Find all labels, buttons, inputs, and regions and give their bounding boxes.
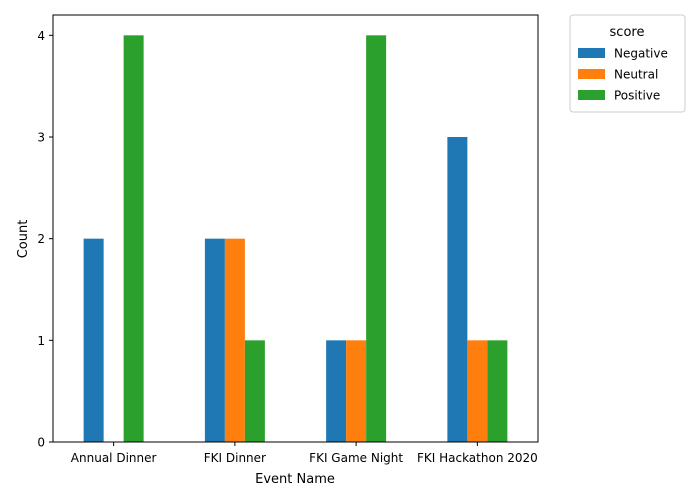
bar-negative-1 bbox=[204, 238, 225, 442]
legend-frame bbox=[569, 14, 686, 113]
legend-swatch-negative bbox=[578, 48, 605, 58]
y-tick-label: 2 bbox=[37, 232, 45, 246]
bar-neutral-2 bbox=[346, 340, 367, 442]
y-tick-label: 1 bbox=[37, 334, 45, 348]
legend-label-negative: Negative bbox=[614, 47, 668, 61]
legend-title: score bbox=[610, 25, 645, 40]
bar-negative-3 bbox=[447, 137, 468, 442]
bar-positive-0 bbox=[123, 35, 144, 442]
legend-label-positive: Positive bbox=[614, 89, 660, 103]
axes-layer: 0 1 2 3 4 Annual Dinner FKI Dinner FKI Game Nig… bbox=[37, 14, 539, 465]
plot-frame bbox=[52, 14, 539, 443]
x-tick-label: FKI Dinner bbox=[204, 451, 266, 465]
legend-swatch-positive bbox=[578, 90, 605, 100]
bars-layer bbox=[83, 35, 508, 442]
y-axis-label: Count bbox=[16, 220, 31, 259]
legend: score Negative Neutral Positive bbox=[569, 14, 686, 113]
bar-positive-2 bbox=[366, 35, 387, 442]
x-tick-label: FKI Hackathon 2020 bbox=[417, 451, 538, 465]
x-axis-label: Event Name bbox=[255, 472, 335, 487]
bar-neutral-1 bbox=[224, 238, 245, 442]
y-tick-label: 0 bbox=[37, 436, 45, 450]
x-tick-label: Annual Dinner bbox=[71, 451, 157, 465]
bar-neutral-3 bbox=[467, 340, 488, 442]
legend-swatch-neutral bbox=[578, 69, 605, 79]
bar-positive-1 bbox=[244, 340, 265, 442]
x-tick-label: FKI Game Night bbox=[309, 451, 403, 465]
bar-positive-3 bbox=[487, 340, 508, 442]
y-tick-label: 4 bbox=[37, 29, 45, 43]
bar-negative-2 bbox=[326, 340, 347, 442]
legend-label-neutral: Neutral bbox=[614, 68, 658, 82]
y-tick-label: 3 bbox=[37, 131, 45, 145]
bar-negative-0 bbox=[83, 238, 104, 442]
